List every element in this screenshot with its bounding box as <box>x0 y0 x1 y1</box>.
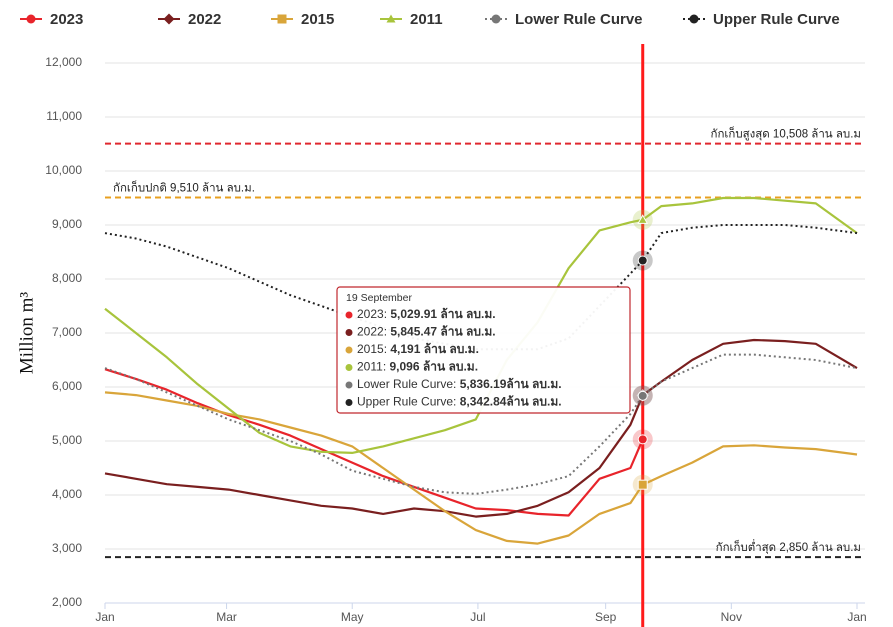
hover-point <box>637 479 648 490</box>
tooltip-separator: : <box>383 360 390 374</box>
tooltip-series-name: 2015 <box>357 342 384 356</box>
hover-point <box>637 434 648 445</box>
legend-label: 2011 <box>410 11 443 28</box>
x-tick-label: Nov <box>721 610 742 624</box>
tooltip-series-name: 2011 <box>357 360 383 374</box>
tooltip-series-name: 2022 <box>357 325 384 339</box>
series-line <box>104 368 644 517</box>
y-tick-label: 11,000 <box>46 109 82 123</box>
legend-marker <box>26 14 36 24</box>
tooltip-value: 5,029.91 ล้าน ลบ.ม. <box>390 307 495 321</box>
y-tick-label: 9,000 <box>52 217 82 231</box>
tooltip-series-name: 2023 <box>357 307 384 321</box>
tooltip-separator: : <box>453 395 460 409</box>
tooltip-value: 8,342.84ล้าน ลบ.ม. <box>460 395 562 409</box>
x-tick-label: Jan <box>847 610 866 624</box>
legend-label: Upper Rule Curve <box>713 11 840 28</box>
y-tick-label: 5,000 <box>52 433 82 447</box>
x-tick-label: May <box>341 610 364 624</box>
tooltip-value: 5,845.47 ล้าน ลบ.ม. <box>390 325 495 339</box>
tooltip-separator: : <box>384 307 391 321</box>
legend-marker <box>163 13 175 25</box>
tooltip-separator: : <box>384 325 391 339</box>
tooltip-dot <box>345 381 353 389</box>
legend-marker <box>491 14 501 24</box>
y-tick-label: 10,000 <box>45 163 82 177</box>
hover-point <box>637 255 648 266</box>
tooltip-row: 2023: 5,029.91 ล้าน ลบ.ม. <box>357 307 496 321</box>
tooltip-dot <box>345 346 353 354</box>
reference-label: กักเก็บปกติ 9,510 ล้าน ลบ.ม. <box>113 179 255 194</box>
x-tick-label: Jan <box>95 610 114 624</box>
y-tick-label: 8,000 <box>52 271 82 285</box>
tooltip-row: 2022: 5,845.47 ล้าน ลบ.ม. <box>357 325 496 339</box>
y-tick-label: 12,000 <box>45 55 82 69</box>
y-tick-label: 6,000 <box>52 379 82 393</box>
tooltip-row: 2011: 9,096 ล้าน ลบ.ม. <box>357 360 478 374</box>
tooltip-dot <box>345 399 353 406</box>
x-tick-label: Sep <box>595 610 617 624</box>
tooltip-value: 5,836.19ล้าน ลบ.ม. <box>460 377 562 391</box>
x-tick-label: Jul <box>470 610 485 624</box>
tooltip-dot <box>345 364 353 371</box>
tooltip-row: Lower Rule Curve: 5,836.19ล้าน ลบ.ม. <box>357 377 562 391</box>
y-axis-title: Million m³ <box>16 292 37 375</box>
hover-point <box>637 390 648 401</box>
x-tick-label: Mar <box>216 610 237 624</box>
series-line <box>104 338 858 518</box>
y-tick-label: 2,000 <box>52 595 82 609</box>
tooltip-value: 9,096 ล้าน ลบ.ม. <box>389 360 478 374</box>
legend-marker <box>689 14 699 24</box>
legend-marker <box>277 14 287 24</box>
y-tick-label: 4,000 <box>52 487 82 501</box>
reference-label: กักเก็บต่ำสุด 2,850 ล้าน ลบ.ม <box>716 539 861 554</box>
tooltip-separator: : <box>384 342 391 356</box>
y-tick-label: 7,000 <box>52 325 82 339</box>
legend-label: 2023 <box>50 11 83 28</box>
tooltip-row: 2015: 4,191 ล้าน ลบ.ม. <box>357 342 479 356</box>
legend-label: 2022 <box>188 11 221 28</box>
legend-marker <box>386 14 396 23</box>
tooltip-series-name: Lower Rule Curve <box>357 377 453 391</box>
hover-point <box>637 214 649 224</box>
series-line <box>104 391 858 545</box>
tooltip-value: 4,191 ล้าน ลบ.ม. <box>390 342 479 356</box>
tooltip-row: Upper Rule Curve: 8,342.84ล้าน ลบ.ม. <box>357 395 562 409</box>
tooltip-box <box>336 286 631 414</box>
legend-label: Lower Rule Curve <box>515 11 643 28</box>
tooltip-dot <box>345 329 353 336</box>
tooltip-title: 19 September <box>346 292 412 304</box>
tooltip-series-name: Upper Rule Curve <box>357 395 453 409</box>
tooltip-separator: : <box>453 377 460 391</box>
y-tick-label: 3,000 <box>52 541 82 555</box>
legend-label: 2015 <box>301 11 334 28</box>
reference-label: กักเก็บสูงสุด 10,508 ล้าน ลบ.ม <box>711 126 862 141</box>
tooltip-dot <box>345 311 353 319</box>
